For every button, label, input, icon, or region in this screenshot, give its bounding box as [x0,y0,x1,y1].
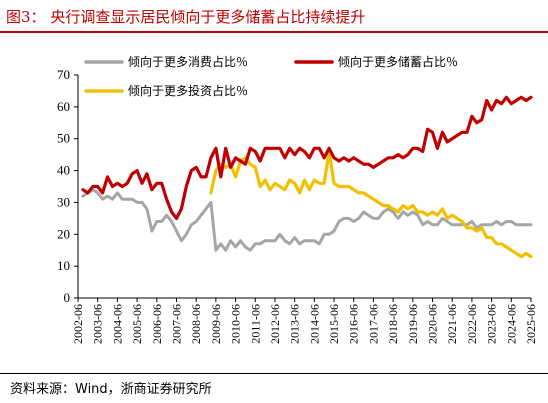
x-tick-label: 2017-06 [366,304,380,344]
y-tick-label: 60 [57,99,70,114]
y-tick-label: 70 [57,67,70,82]
x-tick-label: 2015-06 [327,304,341,344]
y-tick-label: 40 [57,163,70,178]
series-line-consume [81,188,533,252]
x-tick-label: 2014-06 [307,304,321,344]
x-tick-label: 2002-06 [71,304,85,344]
title-divider [0,31,548,33]
legend-label-consume: 倾向于更多消费占比％ [128,54,248,69]
footer-divider [0,373,548,374]
x-tick-label: 2011-06 [248,304,262,344]
x-tick-label: 2008-06 [189,304,203,344]
x-tick-label: 2006-06 [150,304,164,344]
x-tick-label: 2010-06 [229,304,243,344]
x-tick-label: 2020-06 [426,304,440,344]
legend-label-save: 倾向于更多储蓄占比％ [338,54,458,69]
y-tick-label: 20 [57,226,70,241]
figure-title: 央行调查显示居民倾向于更多储蓄占比持续提升 [50,8,366,26]
x-tick-label: 2009-06 [209,304,223,344]
x-tick-label: 2012-06 [268,304,282,344]
y-tick-label: 50 [57,131,70,146]
x-tick-label: 2004-06 [110,304,124,344]
x-tick-label: 2025-06 [524,304,538,344]
x-tick-label: 2024-06 [504,304,518,344]
series-line-save [81,95,533,220]
x-tick-label: 2003-06 [91,304,105,344]
x-tick-label: 2007-06 [169,304,183,344]
chart-title: 图3： 央行调查显示居民倾向于更多储蓄占比持续提升 [6,6,365,27]
x-tick-label: 2018-06 [386,304,400,344]
series-line-invest [209,149,533,259]
y-tick-label: 30 [57,194,70,209]
figure-number: 图3： [6,8,46,26]
x-tick-label: 2016-06 [347,304,361,344]
source-note: 资料来源：Wind，浙商证券研究所 [10,382,212,397]
x-tick-label: 2022-06 [465,304,479,344]
x-tick-label: 2005-06 [130,304,144,344]
x-tick-label: 2013-06 [288,304,302,344]
legend-label-invest: 倾向于更多投资占比％ [128,83,248,98]
y-tick-label: 10 [57,258,70,273]
x-tick-label: 2023-06 [485,304,499,344]
y-tick-label: 0 [64,290,71,305]
x-tick-label: 2019-06 [406,304,420,344]
x-tick-label: 2021-06 [445,304,459,344]
line-chart: 0 10 20 30 40 50 60 70 2002-06 2003-06 2004-06 2005… [57,54,538,344]
